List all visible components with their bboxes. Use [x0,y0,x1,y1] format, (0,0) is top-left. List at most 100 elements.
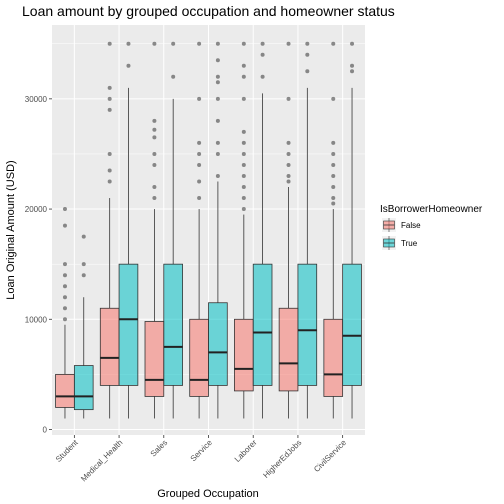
outlier-point [82,235,86,239]
box-body [279,308,298,391]
outlier-point [287,42,291,46]
outlier-point [216,80,220,84]
y-axis-title: Loan Original Amount (USD) [5,160,17,299]
box-body [253,264,272,385]
x-tick-label: Laborer [233,438,259,464]
box-body [119,264,138,385]
outlier-point [242,130,246,134]
outlier-point [350,69,354,73]
x-axis-title: Grouped Occupation [157,488,259,500]
outlier-point [331,152,335,156]
x-tick-label: Medical_Health [79,438,124,483]
outlier-point [197,141,201,145]
x-tick-label: CivilService [312,438,348,474]
outlier-point [63,262,67,266]
outlier-point [331,141,335,145]
outlier-point [108,168,112,172]
box-body [234,319,253,391]
outlier-point [152,119,156,123]
outlier-point [331,185,335,189]
box-body [100,308,119,385]
outlier-point [216,42,220,46]
outlier-point [152,42,156,46]
outlier-point [287,97,291,101]
outlier-point [242,207,246,211]
outlier-point [242,163,246,167]
outlier-point [197,152,201,156]
outlier-point [331,163,335,167]
outlier-point [63,273,67,277]
outlier-point [261,42,265,46]
outlier-point [82,273,86,277]
outlier-point [331,97,335,101]
outlier-point [63,295,67,299]
outlier-point [63,317,67,321]
x-tick-label: Service [189,438,215,464]
outlier-point [63,207,67,211]
outlier-point [126,42,130,46]
outlier-point [216,174,220,178]
outlier-point [108,152,112,156]
outlier-point [126,64,130,68]
outlier-point [108,180,112,184]
x-tick-label: HigherEdJobs [261,438,303,480]
box-body [164,264,183,385]
legend: IsBorrowerHomeowner False True [380,204,483,250]
outlier-point [216,97,220,101]
outlier-point [305,69,309,73]
y-tick-label: 0 [43,425,48,434]
outlier-point [108,42,112,46]
outlier-point [108,108,112,112]
box-body [343,264,362,385]
chart-title: Loan amount by grouped occupation and ho… [22,3,395,19]
outlier-point [63,306,67,310]
outlier-point [152,185,156,189]
outlier-point [152,128,156,132]
outlier-point [216,75,220,79]
outlier-point [242,196,246,200]
outlier-point [242,141,246,145]
box-body [298,264,317,385]
outlier-point [197,42,201,46]
box-body [145,321,164,396]
outlier-point [331,202,335,206]
outlier-point [287,141,291,145]
outlier-point [305,53,309,57]
outlier-point [108,97,112,101]
outlier-point [82,262,86,266]
outlier-point [261,53,265,57]
outlier-point [261,75,265,79]
x-tick-label: Sales [149,438,170,459]
outlier-point [331,196,335,200]
outlier-point [152,163,156,167]
outlier-point [287,163,291,167]
outlier-point [171,42,175,46]
box-body [56,374,75,407]
box-body [209,303,228,386]
outlier-point [152,135,156,139]
outlier-point [152,152,156,156]
outlier-point [242,42,246,46]
outlier-point [197,97,201,101]
outlier-point [242,152,246,156]
outlier-point [63,284,67,288]
box-body [324,319,343,396]
outlier-point [216,152,220,156]
outlier-point [197,180,201,184]
outlier-point [152,196,156,200]
legend-label: False [401,221,421,230]
outlier-point [331,174,335,178]
x-axis: Student Medical_Health Sales Service Laborer… [54,435,349,483]
y-axis: 0 10000 20000 30000 [25,95,52,435]
outlier-point [197,163,201,167]
x-tick-label: Student [54,438,80,464]
outlier-point [242,97,246,101]
outlier-point [108,86,112,90]
legend-title: IsBorrowerHomeowner [380,204,483,215]
outlier-point [242,75,246,79]
outlier-point [287,180,291,184]
y-tick-label: 20000 [25,205,48,214]
outlier-point [63,224,67,228]
outlier-point [216,141,220,145]
